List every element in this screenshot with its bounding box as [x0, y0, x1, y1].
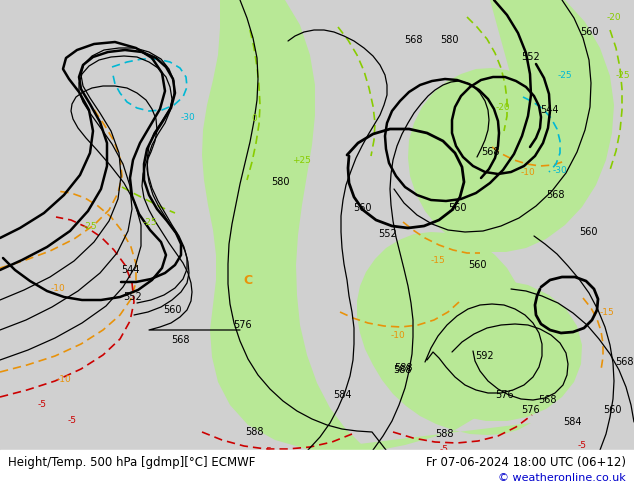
Polygon shape: [310, 232, 531, 450]
Text: 560: 560: [579, 27, 598, 37]
Text: 568: 568: [538, 395, 556, 405]
Text: +25: +25: [292, 155, 311, 165]
Text: -10: -10: [56, 374, 72, 384]
Text: © weatheronline.co.uk: © weatheronline.co.uk: [498, 473, 626, 483]
Text: 568: 568: [404, 35, 422, 45]
Text: -5: -5: [37, 399, 46, 409]
Text: 584: 584: [333, 390, 351, 400]
Text: -25: -25: [82, 221, 97, 230]
Text: 576: 576: [521, 405, 540, 415]
Text: 580: 580: [271, 177, 289, 187]
Text: 568: 568: [171, 335, 190, 345]
Text: Height/Temp. 500 hPa [gdmp][°C] ECMWF: Height/Temp. 500 hPa [gdmp][°C] ECMWF: [8, 456, 256, 468]
Text: -5: -5: [264, 446, 273, 456]
Bar: [0, 450, 634, 490]
Text: -5: -5: [439, 444, 448, 454]
Text: 560: 560: [353, 203, 372, 213]
Text: C: C: [243, 273, 252, 287]
Text: 588: 588: [435, 429, 453, 439]
Text: -15: -15: [600, 308, 614, 317]
Text: 560: 560: [448, 203, 466, 213]
Text: 592: 592: [475, 351, 493, 361]
Polygon shape: [397, 280, 582, 421]
Text: 580: 580: [440, 35, 458, 45]
Text: 560: 560: [579, 227, 597, 237]
Text: 560: 560: [468, 260, 486, 270]
Text: 552: 552: [522, 52, 540, 62]
Text: -25: -25: [143, 218, 157, 226]
Text: 568: 568: [546, 190, 564, 200]
Text: 560: 560: [603, 405, 621, 415]
Text: -25: -25: [558, 71, 573, 79]
Text: -25: -25: [616, 71, 630, 79]
Text: 0: 0: [251, 114, 257, 122]
Text: -20: -20: [496, 102, 510, 112]
Text: 588: 588: [392, 365, 411, 375]
Text: 588: 588: [394, 363, 412, 373]
Text: -10: -10: [391, 330, 405, 340]
Text: 588: 588: [245, 427, 263, 437]
Text: -20: -20: [607, 14, 621, 23]
Text: 576: 576: [495, 390, 514, 400]
Text: -10: -10: [51, 284, 65, 293]
Text: 552: 552: [378, 229, 398, 239]
Text: -10: -10: [521, 168, 535, 176]
Polygon shape: [202, 0, 380, 450]
Text: 544: 544: [120, 265, 139, 275]
Text: 552: 552: [124, 292, 143, 302]
Text: 560: 560: [163, 305, 181, 315]
Text: -5: -5: [67, 416, 77, 424]
Text: 568: 568: [481, 147, 499, 157]
Text: 568: 568: [615, 357, 633, 367]
Text: 584: 584: [563, 417, 581, 427]
Text: Fr 07-06-2024 18:00 UTC (06+12): Fr 07-06-2024 18:00 UTC (06+12): [426, 456, 626, 468]
Text: 544: 544: [540, 105, 559, 115]
Text: 576: 576: [233, 320, 251, 330]
Text: -15: -15: [430, 255, 445, 265]
Polygon shape: [408, 0, 614, 252]
Text: -5: -5: [578, 441, 586, 449]
Text: -30: -30: [181, 113, 195, 122]
Text: -30: -30: [553, 166, 567, 174]
